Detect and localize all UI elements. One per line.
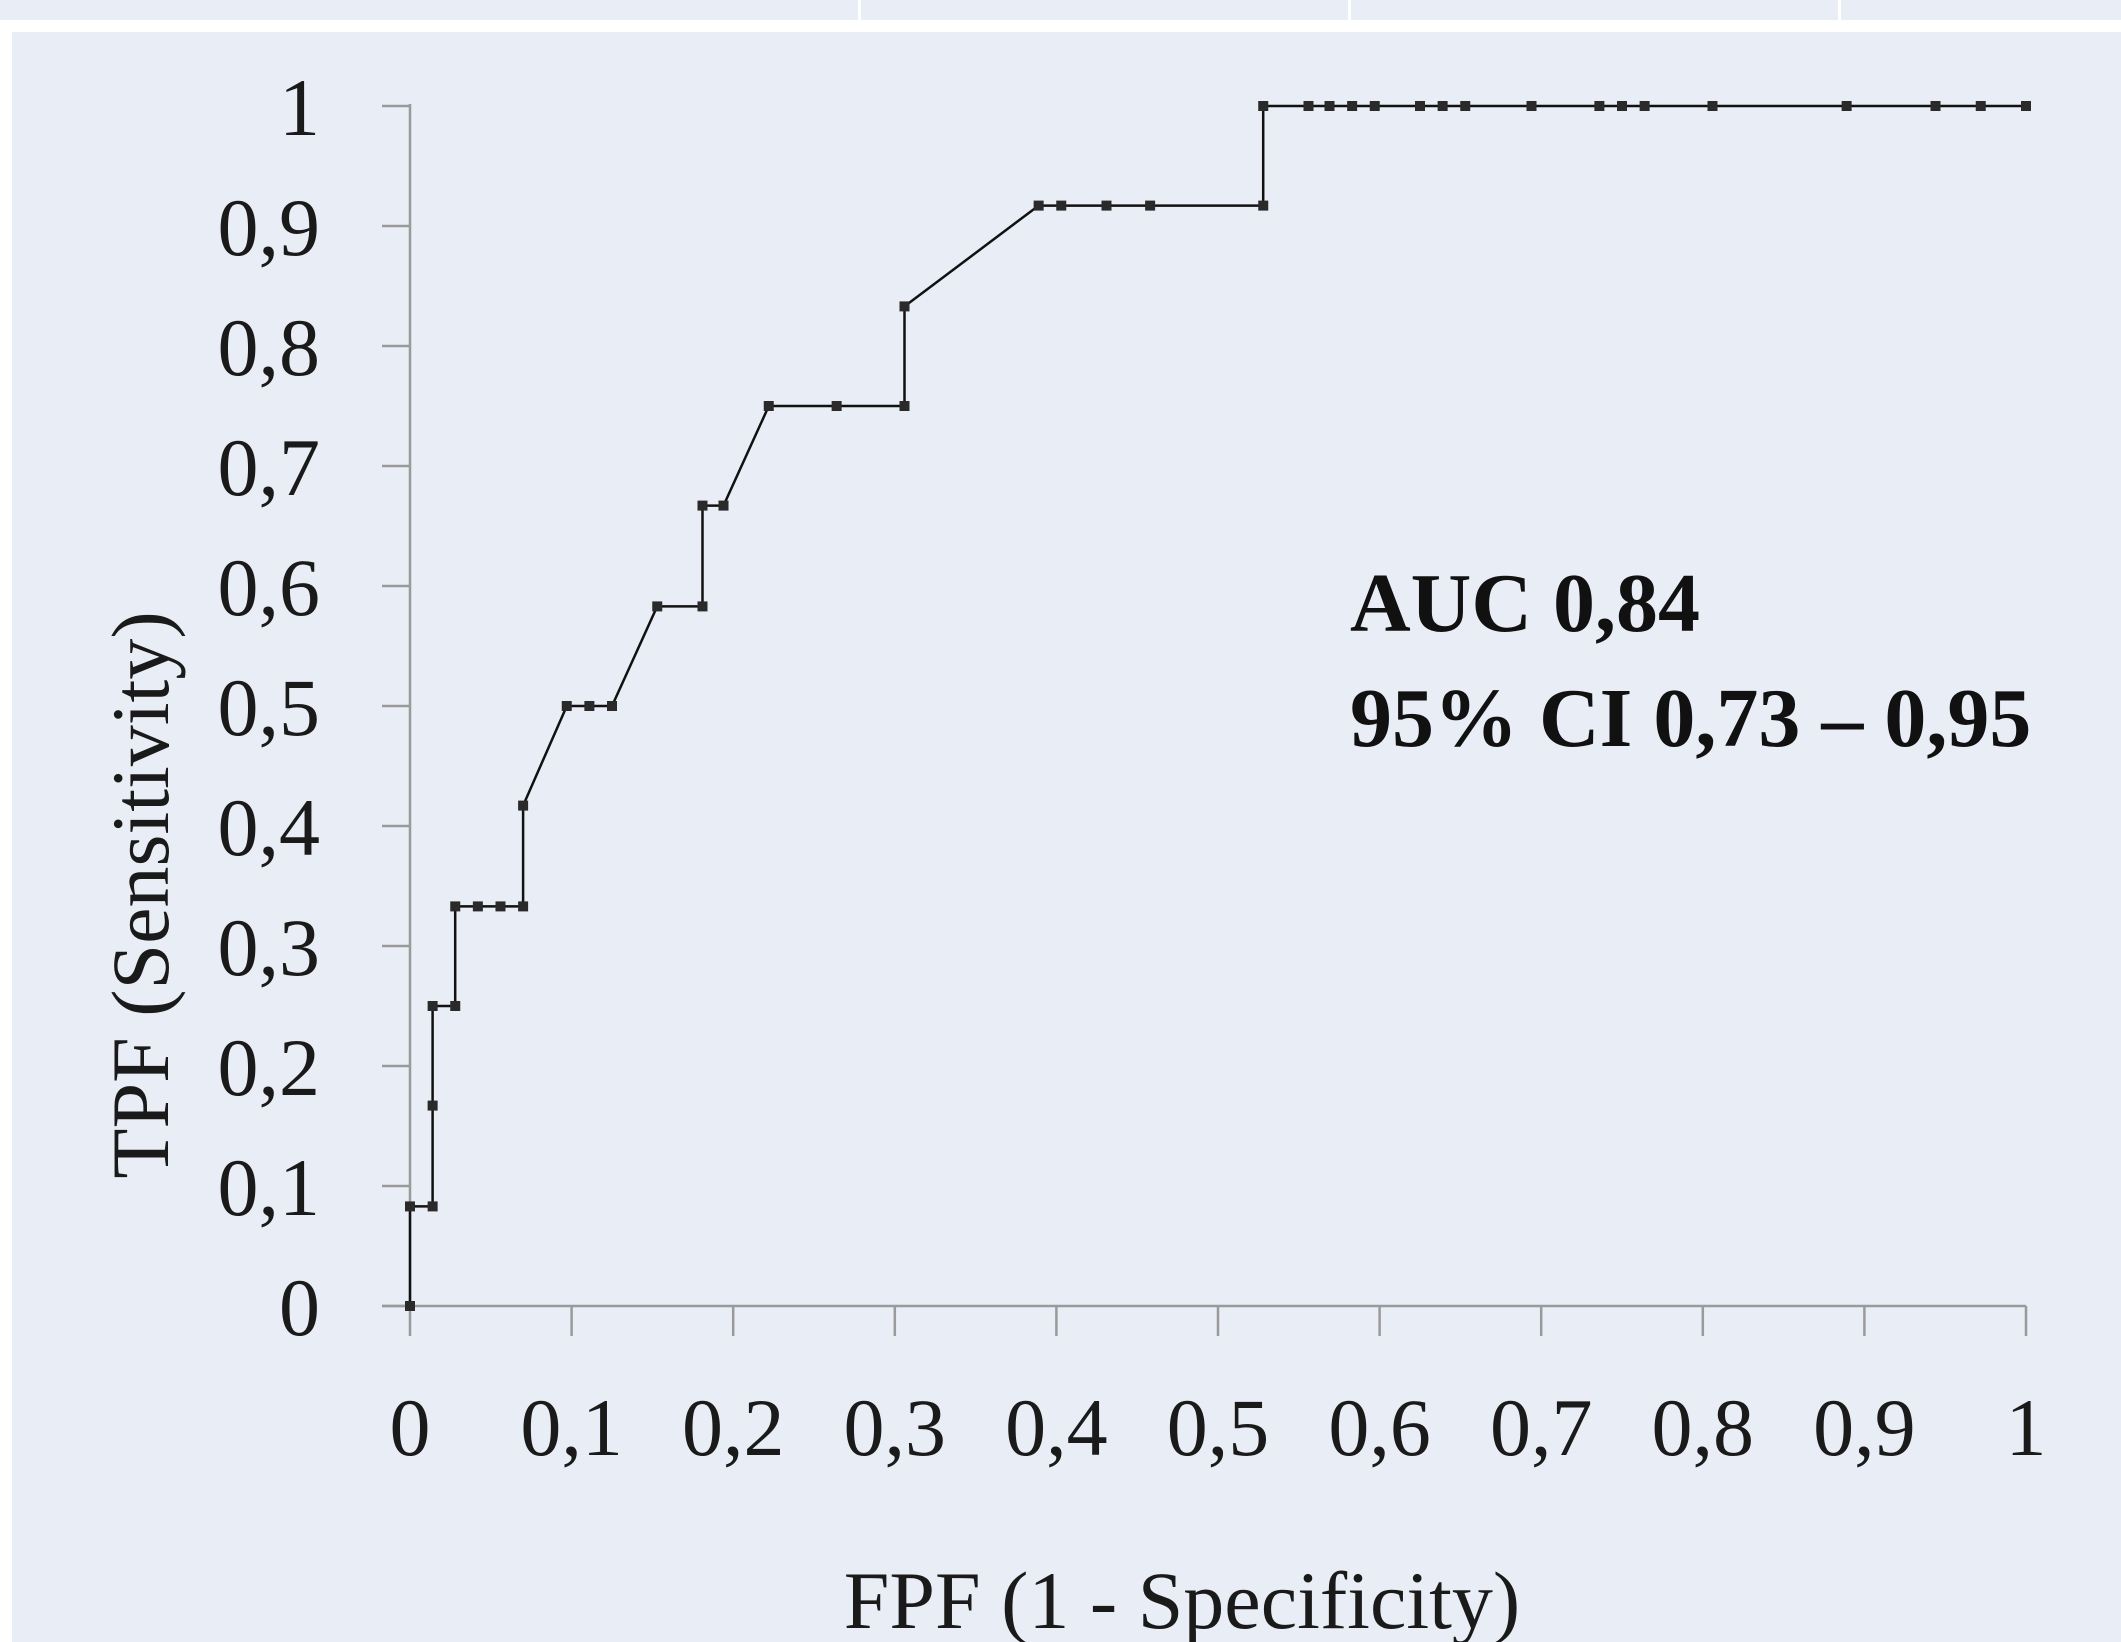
data-point (718, 500, 729, 511)
x-tick-label: 0,4 (1005, 1382, 1108, 1473)
data-point (584, 701, 595, 711)
data-point (450, 1001, 461, 1011)
x-tick-label: 0,8 (1652, 1382, 1755, 1473)
x-tick-label: 1 (2006, 1382, 2047, 1473)
data-point (697, 500, 708, 511)
auc-annotation: AUC 0,84 (1350, 557, 1700, 650)
roc-series (405, 101, 2031, 1311)
data-point (697, 601, 708, 612)
data-point (1975, 101, 1986, 111)
y-tick-label: 0,4 (218, 782, 321, 873)
data-point (1460, 101, 1471, 111)
y-tick-label: 1 (279, 62, 320, 153)
data-point (472, 901, 483, 912)
data-point (763, 401, 774, 411)
data-point (652, 601, 663, 612)
x-tick-label: 0,7 (1490, 1382, 1593, 1473)
ci-annotation: 95% CI 0,73 – 0,95 (1350, 672, 2031, 765)
x-tick-label: 0,1 (520, 1382, 623, 1473)
data-point (405, 1201, 415, 1212)
x-tick-labels: 0 0,1 0,2 0,3 0,4 0,5 0,6 0,7 0,8 0,9 1 (390, 1306, 2047, 1473)
x-tick-label: 0,5 (1167, 1382, 1270, 1473)
data-point (1841, 101, 1852, 111)
data-point (1639, 101, 1650, 111)
data-point (1437, 101, 1448, 111)
data-point (1930, 101, 1941, 111)
data-point (1258, 101, 1269, 111)
top-band (0, 0, 2121, 20)
y-tick-label: 0,9 (218, 182, 321, 273)
data-point (518, 800, 529, 811)
data-point (2021, 101, 2031, 111)
y-tick-labels: 0 0,1 0,2 0,3 0,4 0,5 0,6 0,7 0,8 0,9 1 (218, 62, 410, 1353)
data-point (899, 401, 910, 411)
separator (0, 20, 2121, 32)
top-band-divider (1838, 0, 1841, 20)
data-point (1101, 200, 1112, 211)
y-tick-label: 0,6 (218, 542, 321, 633)
x-tick-label: 0,6 (1328, 1382, 1431, 1473)
data-point (427, 1001, 438, 1011)
data-point (831, 401, 842, 411)
data-point (1415, 101, 1425, 111)
y-tick-label: 0 (279, 1262, 320, 1353)
x-tick-label: 0,9 (1813, 1382, 1916, 1473)
y-tick-label: 0,3 (218, 902, 321, 993)
x-axis-label: FPF (1 - Specificity) (844, 1555, 1520, 1642)
data-point (1033, 200, 1044, 211)
data-point (495, 901, 506, 912)
data-point (1056, 200, 1067, 211)
data-point (427, 1201, 438, 1212)
y-tick-label: 0,7 (218, 422, 321, 513)
data-point (1347, 101, 1358, 111)
y-tick-label: 0,1 (218, 1142, 321, 1233)
data-point (1617, 101, 1627, 111)
y-tick-label: 0,2 (218, 1022, 321, 1113)
y-tick-label: 0,8 (218, 302, 321, 393)
x-tick-label: 0 (390, 1382, 431, 1473)
data-point (518, 901, 529, 912)
data-point (1369, 101, 1380, 111)
data-point (607, 701, 617, 711)
data-point (1303, 101, 1314, 111)
data-point (427, 1100, 438, 1111)
data-point (561, 701, 572, 711)
data-point (1258, 200, 1269, 211)
data-point (1145, 200, 1156, 211)
data-point (450, 901, 461, 912)
chart-background (12, 32, 2121, 1642)
data-point (1324, 101, 1335, 111)
x-tick-label: 0,3 (844, 1382, 947, 1473)
data-point (899, 301, 910, 312)
data-point (1526, 101, 1537, 111)
x-tick-label: 0,2 (682, 1382, 785, 1473)
top-band-divider (1348, 0, 1351, 20)
y-axis-label: TPF (Sensitivity) (95, 611, 186, 1178)
data-point (1707, 101, 1718, 111)
top-band-divider (858, 0, 861, 20)
data-point (405, 1301, 415, 1311)
y-tick-label: 0,5 (218, 662, 321, 753)
data-point (1594, 101, 1605, 111)
